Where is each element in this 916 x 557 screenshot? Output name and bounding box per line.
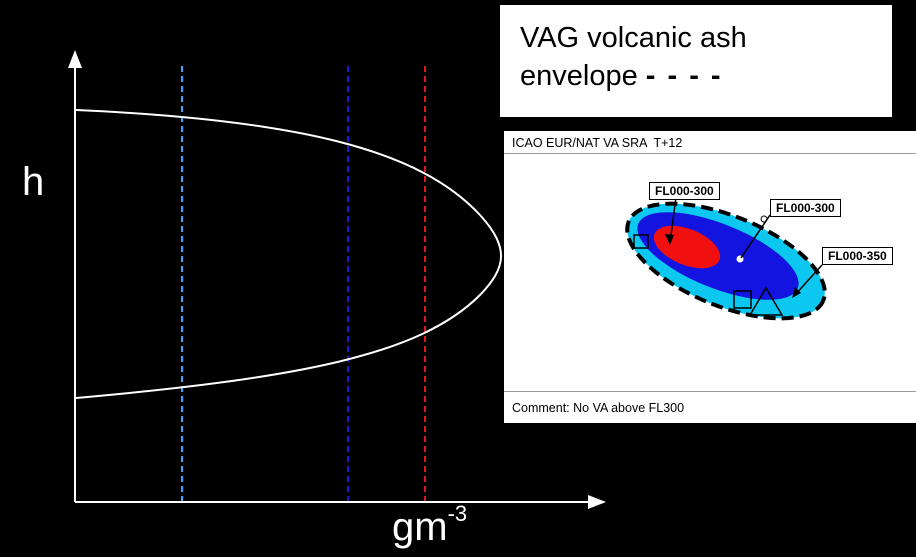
legend-line-1: VAG volcanic ash xyxy=(520,22,747,54)
square-marker-icon xyxy=(733,290,752,309)
y-axis-label: h xyxy=(22,160,45,204)
y-axis-arrow-icon xyxy=(68,50,82,68)
ash-cloud-map xyxy=(625,196,827,321)
inset-title: ICAO EUR/NAT VA SRA T+12 xyxy=(512,136,683,150)
flight-level-label: FL000-300 xyxy=(770,199,841,217)
x-axis-arrow-icon xyxy=(588,495,606,509)
x-axis-unit: gm xyxy=(392,505,448,549)
leader-arrow-icon xyxy=(665,234,674,245)
flight-level-label: FL000-300 xyxy=(649,182,720,200)
volcano-triangle-icon xyxy=(748,286,784,316)
x-axis-label: gm-3 xyxy=(392,501,467,550)
legend-envelope-text: envelope xyxy=(520,60,638,92)
legend-dash-sample: - - - - xyxy=(645,60,723,92)
label-leader-line xyxy=(740,214,771,259)
legend-box: VAG volcanic ash envelope - - - - xyxy=(500,5,892,117)
inset-comment-divider xyxy=(504,391,916,392)
square-marker-icon xyxy=(633,234,649,249)
inset-comment: Comment: No VA above FL300 xyxy=(512,401,685,415)
x-axis-unit-exponent: -3 xyxy=(447,501,468,526)
flight-level-label: FL000-350 xyxy=(822,247,893,265)
leader-arrow-icon xyxy=(792,287,801,298)
concentration-profile-curve xyxy=(75,109,502,399)
legend-line-2: envelope - - - - xyxy=(520,57,872,95)
inset-title-divider xyxy=(504,153,916,154)
va-chart-inset: ICAO EUR/NAT VA SRA T+12 FL000-300 FL000… xyxy=(504,131,916,423)
